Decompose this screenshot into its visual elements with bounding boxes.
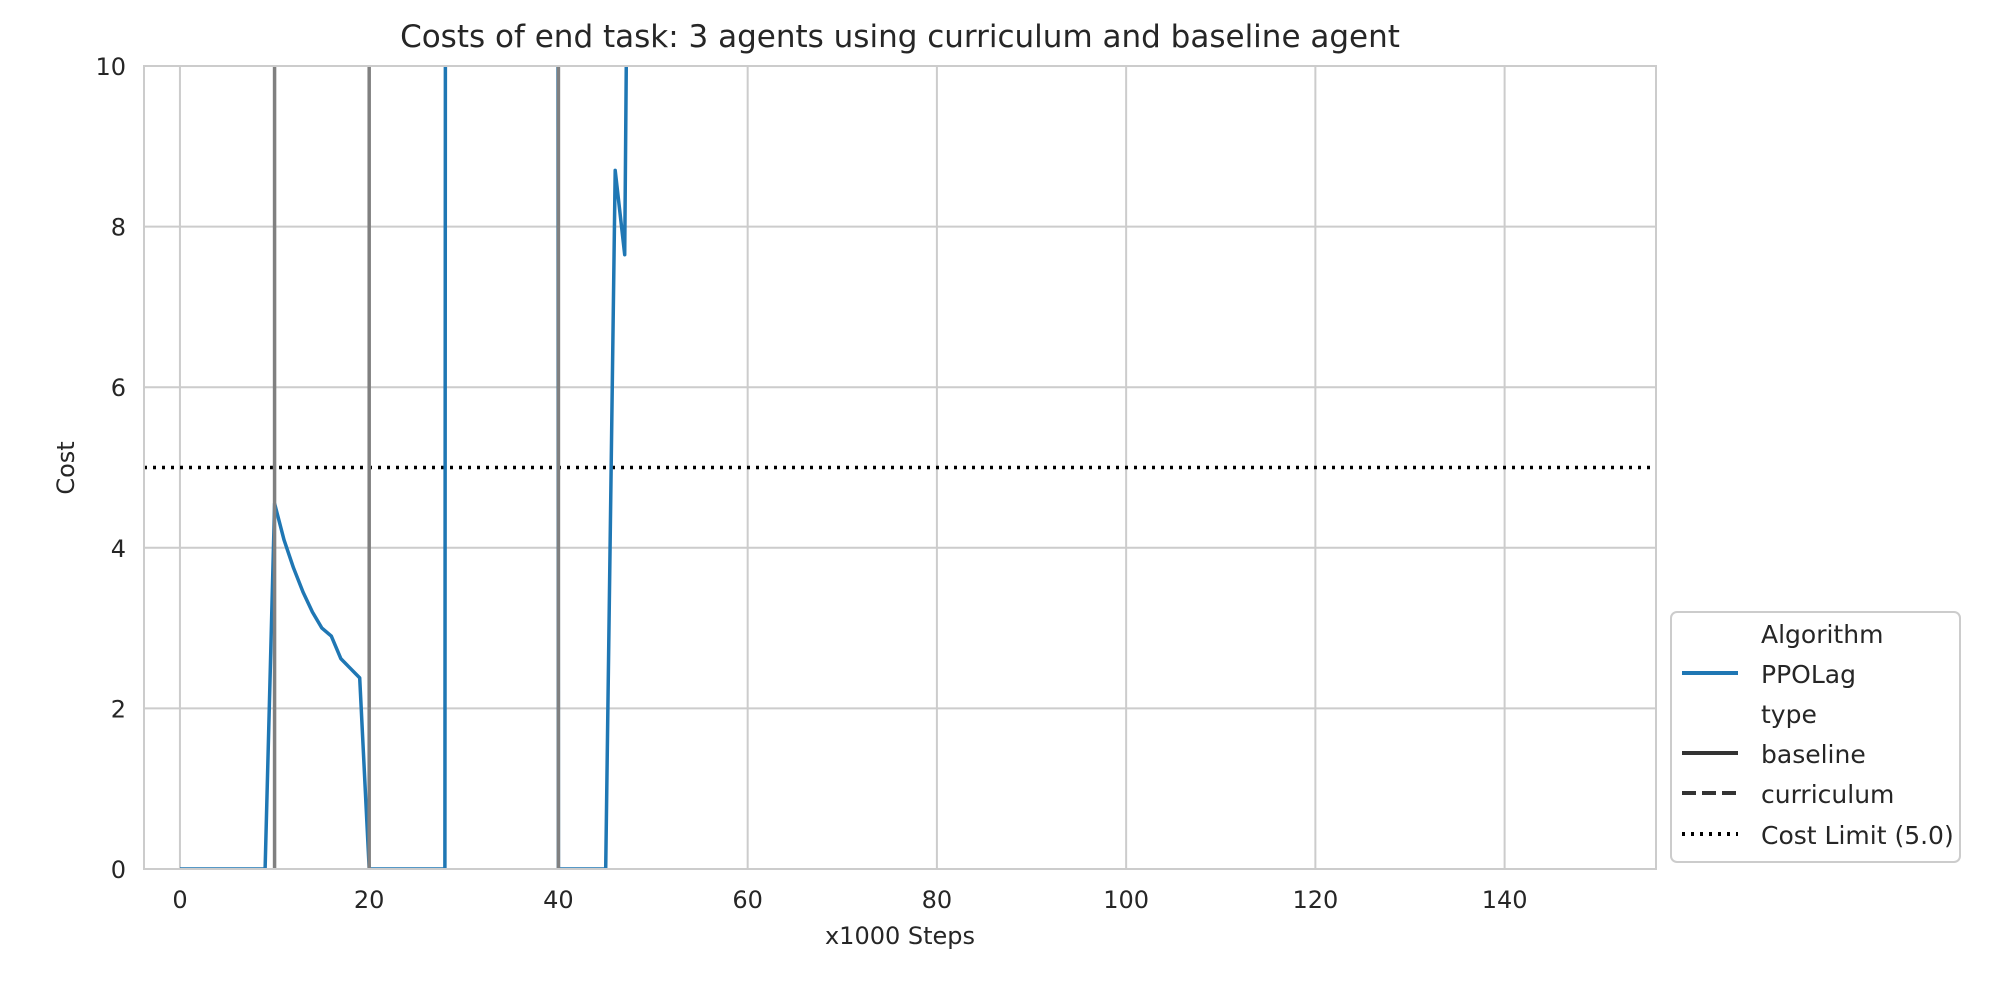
legend-title-type: type bbox=[1761, 700, 1817, 729]
x-tick-label: 60 bbox=[732, 886, 763, 914]
x-tick-label: 40 bbox=[543, 886, 574, 914]
legend: Algorithm PPOLag type baseline curriculu… bbox=[1670, 611, 1961, 863]
y-axis-label: Cost bbox=[52, 441, 80, 494]
y-tick-label: 10 bbox=[95, 53, 126, 81]
y-tick-label: 2 bbox=[111, 695, 126, 723]
legend-title-algorithm: Algorithm bbox=[1761, 620, 1883, 649]
x-tick-label: 80 bbox=[922, 886, 953, 914]
y-tick-label: 0 bbox=[111, 856, 126, 884]
y-tick-label: 8 bbox=[111, 214, 126, 242]
x-tick-label: 100 bbox=[1103, 886, 1149, 914]
y-tick-labels: 0 2 4 6 8 10 bbox=[95, 53, 126, 884]
y-tick-label: 6 bbox=[111, 374, 126, 402]
x-tick-label: 20 bbox=[354, 886, 385, 914]
plot-area-content bbox=[144, 66, 1656, 869]
legend-entry-ppolag: PPOLag bbox=[1761, 660, 1856, 689]
legend-entry-baseline: baseline bbox=[1761, 740, 1866, 769]
x-tick-label: 120 bbox=[1292, 886, 1338, 914]
x-tick-labels: 0 20 40 60 80 100 120 140 bbox=[172, 886, 1527, 914]
x-tick-label: 0 bbox=[172, 886, 187, 914]
y-tick-label: 4 bbox=[111, 535, 126, 563]
legend-entry-cost-limit: Cost Limit (5.0) bbox=[1761, 821, 1954, 850]
series-line-ppolag bbox=[180, 66, 629, 869]
plot-marks bbox=[144, 66, 1656, 869]
chart-title: Costs of end task: 3 agents using curric… bbox=[400, 19, 1400, 55]
legend-entry-curriculum: curriculum bbox=[1761, 780, 1894, 809]
x-tick-label: 140 bbox=[1482, 886, 1528, 914]
plot-frame bbox=[143, 65, 1657, 870]
legend-box bbox=[1670, 611, 1961, 863]
x-axis-label: x1000 Steps bbox=[825, 922, 975, 950]
